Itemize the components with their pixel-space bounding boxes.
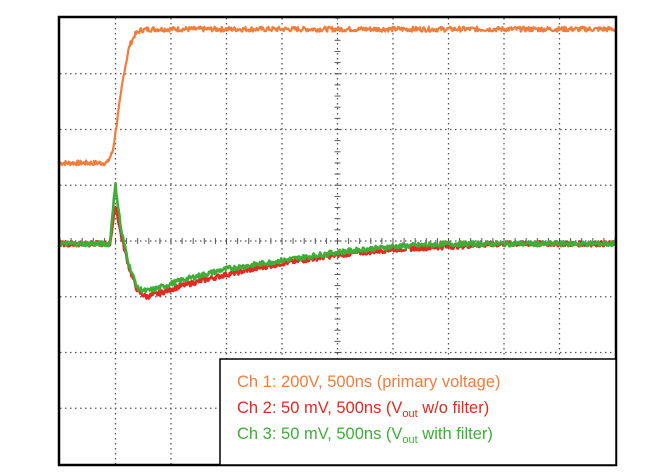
legend-entry-ch3: Ch 3: 50 mV, 500ns (Vout with filter) [237,425,493,446]
ch3-trace [58,181,617,294]
ch1-trace [59,25,616,167]
legend-entry-ch1: Ch 1: 200V, 500ns (primary voltage) [237,373,501,391]
legend-entry-ch2: Ch 2: 50 mV, 500ns (Vout w/o filter) [237,399,489,420]
scope-traces [58,25,617,300]
legend-box: Ch 1: 200V, 500ns (primary voltage) Ch 2… [219,358,617,466]
